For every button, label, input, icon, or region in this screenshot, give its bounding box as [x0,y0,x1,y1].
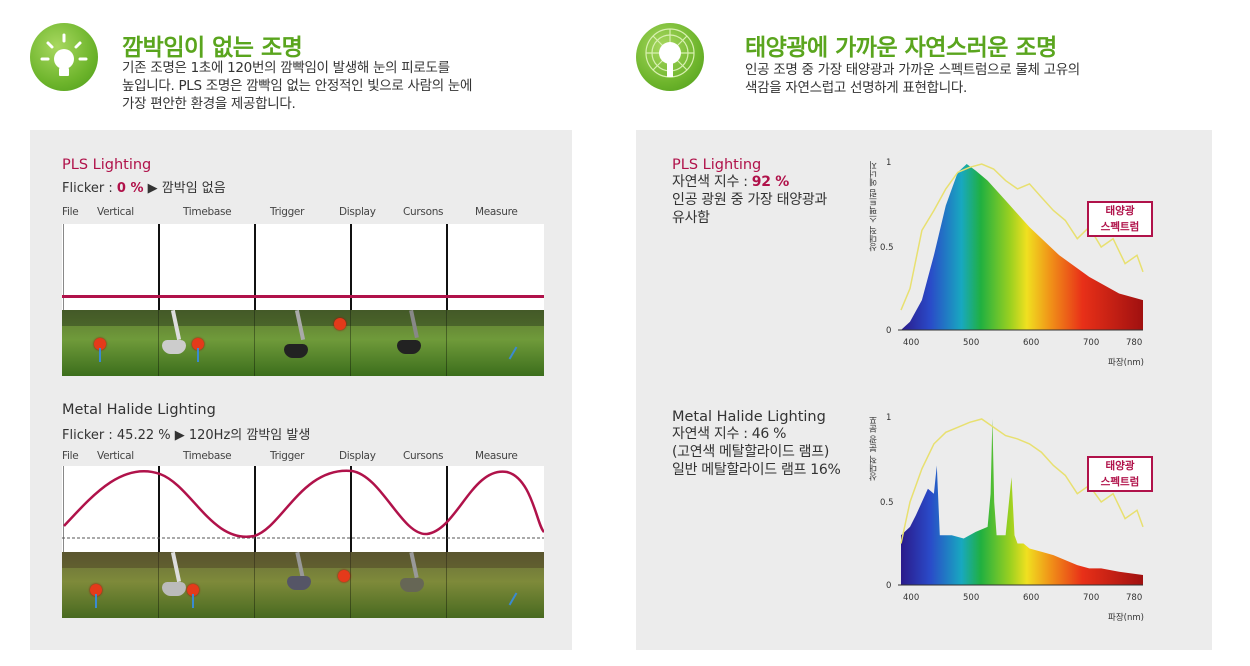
y-axis-label: 상대적 분광 분포 [869,416,879,481]
x-axis-label: 파장(nm) [1108,613,1144,623]
x-axis-label: 파장(nm) [1108,358,1144,368]
legend-label: 스펙트럼 [1100,476,1140,488]
mh-spectrum-chart: 상대적 분광 분포 1 0.5 0 400 500 600 700 780 파장… [860,410,1160,630]
flicker-result: ▶ 깜박임 없음 [143,181,226,196]
toolbar-timebase: Timebase [183,450,232,462]
legend-label: 스펙트럼 [1100,221,1140,233]
oscilloscope-toolbar: File Vertical Timebase Trigger Display C… [62,450,544,464]
flat-waveform [62,295,544,298]
pls-spectrum-note: 인공 광원 중 가장 태양광과 [672,192,827,208]
x-tick: 500 [963,338,980,348]
sun-bulb-icon [645,28,695,78]
toolbar-cursors: Cursons [403,450,444,462]
sunlight-legend: 태양광 스펙트럼 [1087,456,1153,492]
pls-plot-area [898,163,1144,331]
right-description: 인공 조명 중 가장 태양광과 가까운 스펙트럼으로 물체 고유의 색감을 자연… [745,61,1205,97]
toolbar-trigger: Trigger [270,206,305,218]
x-tick: 400 [903,593,920,603]
mh-spectrum-note: 일반 메탈할라이드 램프 16% [672,462,841,478]
right-header-icon [636,23,704,91]
y-tick: 0.5 [880,243,894,253]
flicker-result: ▶ 120Hz의 깜박임 발생 [170,428,311,443]
left-header-icon [30,23,98,91]
toolbar-display: Display [339,206,376,218]
y-tick: 1 [886,158,892,168]
sine-waveform [63,469,544,538]
toolbar-file: File [62,206,79,218]
pls-spectrum-chart: 상대적 스펙트럼 에너지 1 0.5 0 400 500 600 700 780… [860,155,1160,375]
mh-oscilloscope [62,466,544,552]
y-tick: 0 [886,326,892,336]
x-tick: 500 [963,593,980,603]
mh-spectrum-note: (고연색 메탈할라이드 램프) [672,444,830,460]
toolbar-file: File [62,450,79,462]
sunlight-spectrum-line [900,163,1144,311]
mh-golf-photo-strip [62,552,544,618]
left-description: 기존 조명은 1초에 120번의 깜빡임이 발생해 눈의 피로도를 높입니다. … [122,59,582,113]
y-tick: 0.5 [880,498,894,508]
x-tick: 700 [1083,338,1100,348]
flicker-value: 0 % [116,181,144,196]
sunlight-legend: 태양광 스펙트럼 [1087,201,1153,237]
pls-flicker-title: PLS Lighting [62,157,152,173]
mh-plot-area [898,418,1144,586]
x-tick: 700 [1083,593,1100,603]
mh-flicker-readout: Flicker : 45.22 % ▶ 120Hz의 깜박임 발생 [62,424,310,443]
left-title: 깜박임이 없는 조명 [122,35,303,61]
legend-label: 태양광 [1105,205,1135,217]
pls-spectrum-title: PLS Lighting [672,157,762,173]
toolbar-cursors: Cursons [403,206,444,218]
left-desc-line: 높입니다. PLS 조명은 깜빡임 없는 안정적인 빛으로 사람의 눈에 [122,78,473,94]
toolbar-measure: Measure [475,206,518,218]
right-title: 태양광에 가까운 자연스러운 조명 [745,35,1057,61]
left-desc-line: 가장 편안한 환경을 제공합니다. [122,96,296,112]
flicker-label: Flicker : [62,181,117,196]
pls-golf-photo-strip [62,310,544,376]
pls-spectrum-info: PLS Lighting 자연색 지수 : 92 % 인공 광원 중 가장 태양… [672,157,827,227]
oscilloscope-toolbar: File Vertical Timebase Trigger Display C… [62,206,544,220]
mh-spectrum-title: Metal Halide Lighting [672,409,826,425]
toolbar-vertical: Vertical [97,206,134,218]
x-tick: 600 [1023,338,1040,348]
cri-value: 92 % [751,174,789,190]
mh-flicker-title: Metal Halide Lighting [62,402,216,418]
right-desc-line: 색감을 자연스럽고 선명하게 표현합니다. [745,80,968,96]
toolbar-trigger: Trigger [270,450,305,462]
pls-spectrum-note: 유사함 [672,210,710,226]
x-tick: 780 [1126,338,1143,348]
sunlight-spectrum-line [900,418,1144,544]
toolbar-measure: Measure [475,450,518,462]
lightbulb-icon [40,33,88,76]
toolbar-display: Display [339,450,376,462]
left-desc-line: 기존 조명은 1초에 120번의 깜빡임이 발생해 눈의 피로도를 [122,60,450,76]
cri-label: 자연색 지수 : [672,174,752,190]
flicker-label: Flicker : [62,428,117,443]
mh-spectrum-note: 자연색 지수 : 46 % [672,426,787,442]
mh-spectrum-info: Metal Halide Lighting 자연색 지수 : 46 % (고연색… [672,409,841,479]
x-tick: 600 [1023,593,1040,603]
legend-label: 태양광 [1105,460,1135,472]
x-tick: 400 [903,338,920,348]
toolbar-timebase: Timebase [183,206,232,218]
y-tick: 0 [886,581,892,591]
pls-cri-readout: 자연색 지수 : 92 % [672,173,827,191]
x-tick: 780 [1126,593,1143,603]
flicker-value: 45.22 % [116,428,171,443]
mh-spectrum-area [900,419,1143,585]
pls-flicker-readout: Flicker : 0 % ▶ 깜박임 없음 [62,177,226,196]
right-desc-line: 인공 조명 중 가장 태양광과 가까운 스펙트럼으로 물체 고유의 [745,62,1080,78]
pls-spectrum-area [900,164,1143,330]
toolbar-vertical: Vertical [97,450,134,462]
y-axis-label: 상대적 스펙트럼 에너지 [869,161,879,252]
pls-oscilloscope [62,224,544,310]
y-tick: 1 [886,413,892,423]
